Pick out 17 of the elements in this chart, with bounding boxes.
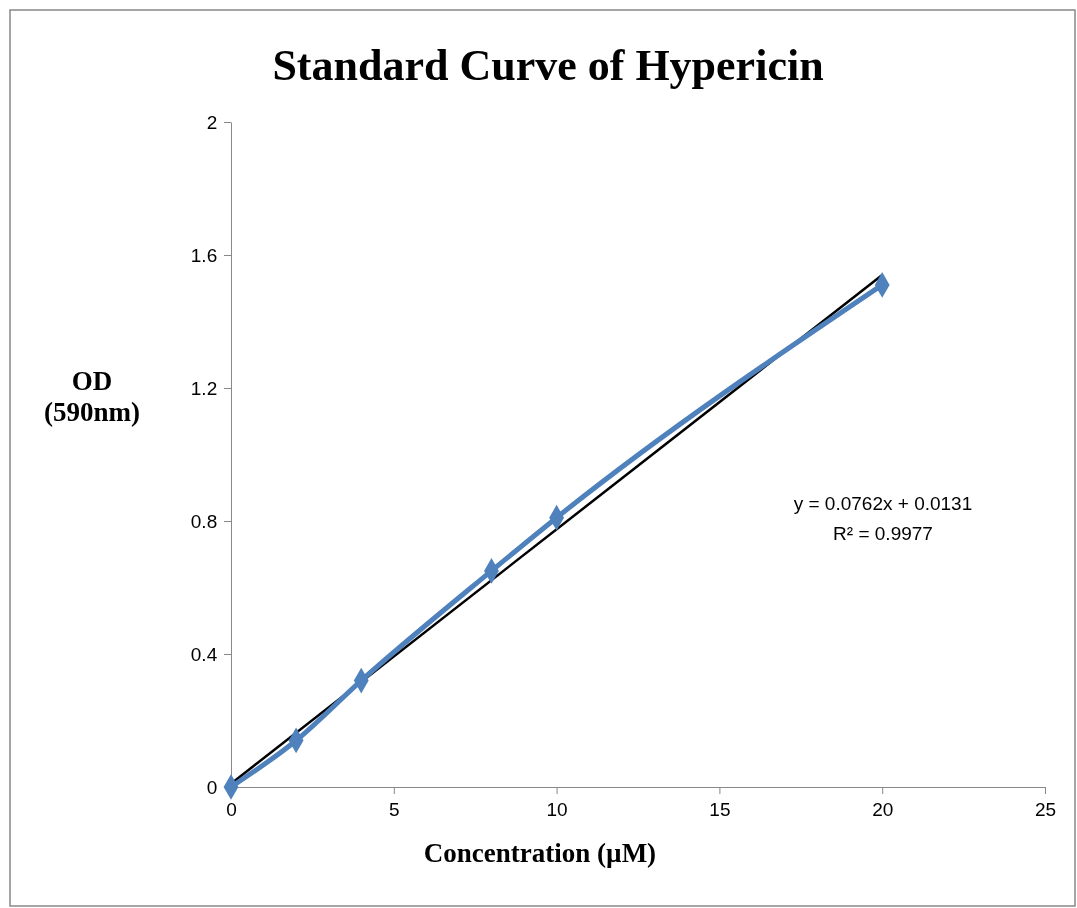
x-tick-label: 15 bbox=[709, 799, 731, 820]
x-axis-title: Concentration (µM) bbox=[423, 838, 657, 868]
y-tick-label: 1.6 bbox=[190, 244, 218, 266]
y-axis-title: OD (590nm) bbox=[44, 366, 140, 428]
y-tick-label: 2 bbox=[206, 111, 218, 133]
y-tick-label: 0 bbox=[206, 776, 218, 798]
y-tick-label: 0.8 bbox=[190, 510, 218, 532]
y-tick-label: 1.2 bbox=[190, 377, 218, 399]
chart-title: Standard Curve of Hypericin bbox=[272, 41, 824, 90]
x-tick-label: 0 bbox=[226, 799, 237, 820]
y-tick-label: 0.4 bbox=[190, 643, 218, 665]
x-tick-label: 25 bbox=[1034, 799, 1057, 820]
x-tick-label: 10 bbox=[546, 799, 568, 820]
annotation: y = 0.0762x + 0.0131 bbox=[793, 493, 973, 514]
x-tick-label: 20 bbox=[872, 799, 894, 820]
x-tick-label: 5 bbox=[389, 799, 400, 820]
annotation: R² = 0.9977 bbox=[833, 523, 933, 544]
